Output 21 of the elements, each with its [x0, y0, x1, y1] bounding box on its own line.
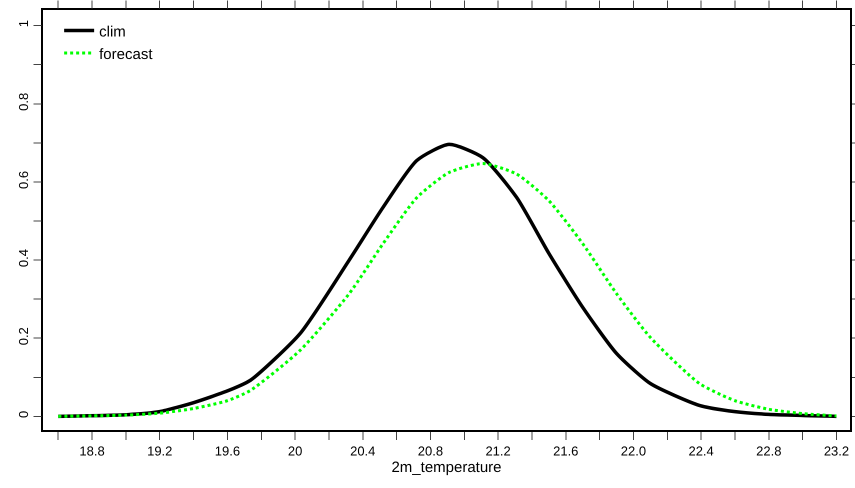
y-tick-label: 0: [16, 410, 32, 418]
x-tick-label: 22.4: [688, 443, 714, 458]
legend-label: forecast: [99, 46, 154, 63]
x-tick-label: 23.2: [824, 443, 850, 458]
x-tick-label: 21.6: [553, 443, 578, 458]
x-tick-label: 21.2: [485, 443, 511, 458]
x-tick-label: 22.0: [620, 443, 646, 458]
y-tick-label: 0.4: [16, 249, 32, 268]
x-tick-label: 22.8: [756, 443, 782, 458]
y-tick-label: 0.6: [16, 170, 32, 189]
y-tick-label: 1: [16, 20, 32, 28]
x-tick-label: 20.8: [418, 443, 444, 458]
x-tick-label: 18.8: [79, 443, 105, 458]
x-tick-label: 19.2: [147, 443, 172, 458]
x-tick-label: 19.6: [214, 443, 240, 458]
legend-label: clim: [99, 23, 126, 40]
x-tick-label: 20.4: [350, 443, 376, 458]
y-tick-label: 0.8: [16, 92, 32, 111]
y-tick-label: 0.2: [16, 327, 32, 346]
x-axis-title: 2m_temperature: [391, 458, 502, 476]
x-tick-label: 20: [288, 443, 302, 458]
